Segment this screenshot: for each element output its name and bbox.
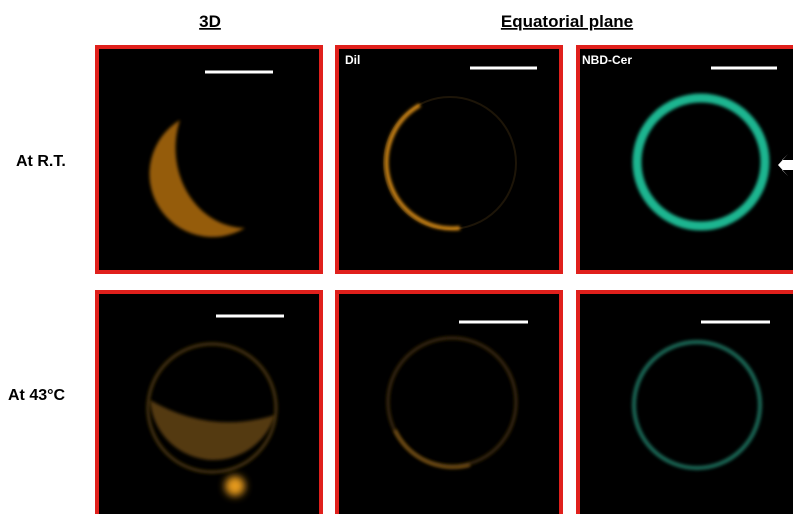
panel-label: Dil xyxy=(345,53,360,67)
panel-label: NBD-Cer xyxy=(582,53,632,67)
row-label: At 43°C xyxy=(8,387,66,404)
figure: 3D Equatorial plane At R.T. At 43°C Dil … xyxy=(0,0,793,514)
image-panel xyxy=(97,292,321,514)
vesicle xyxy=(225,476,245,496)
column-header: Equatorial plane xyxy=(501,12,633,31)
image-panel xyxy=(97,47,321,272)
row-label: At R.T. xyxy=(16,153,66,170)
image-panel xyxy=(337,292,561,514)
column-header: 3D xyxy=(199,12,221,31)
image-panel xyxy=(337,47,561,272)
